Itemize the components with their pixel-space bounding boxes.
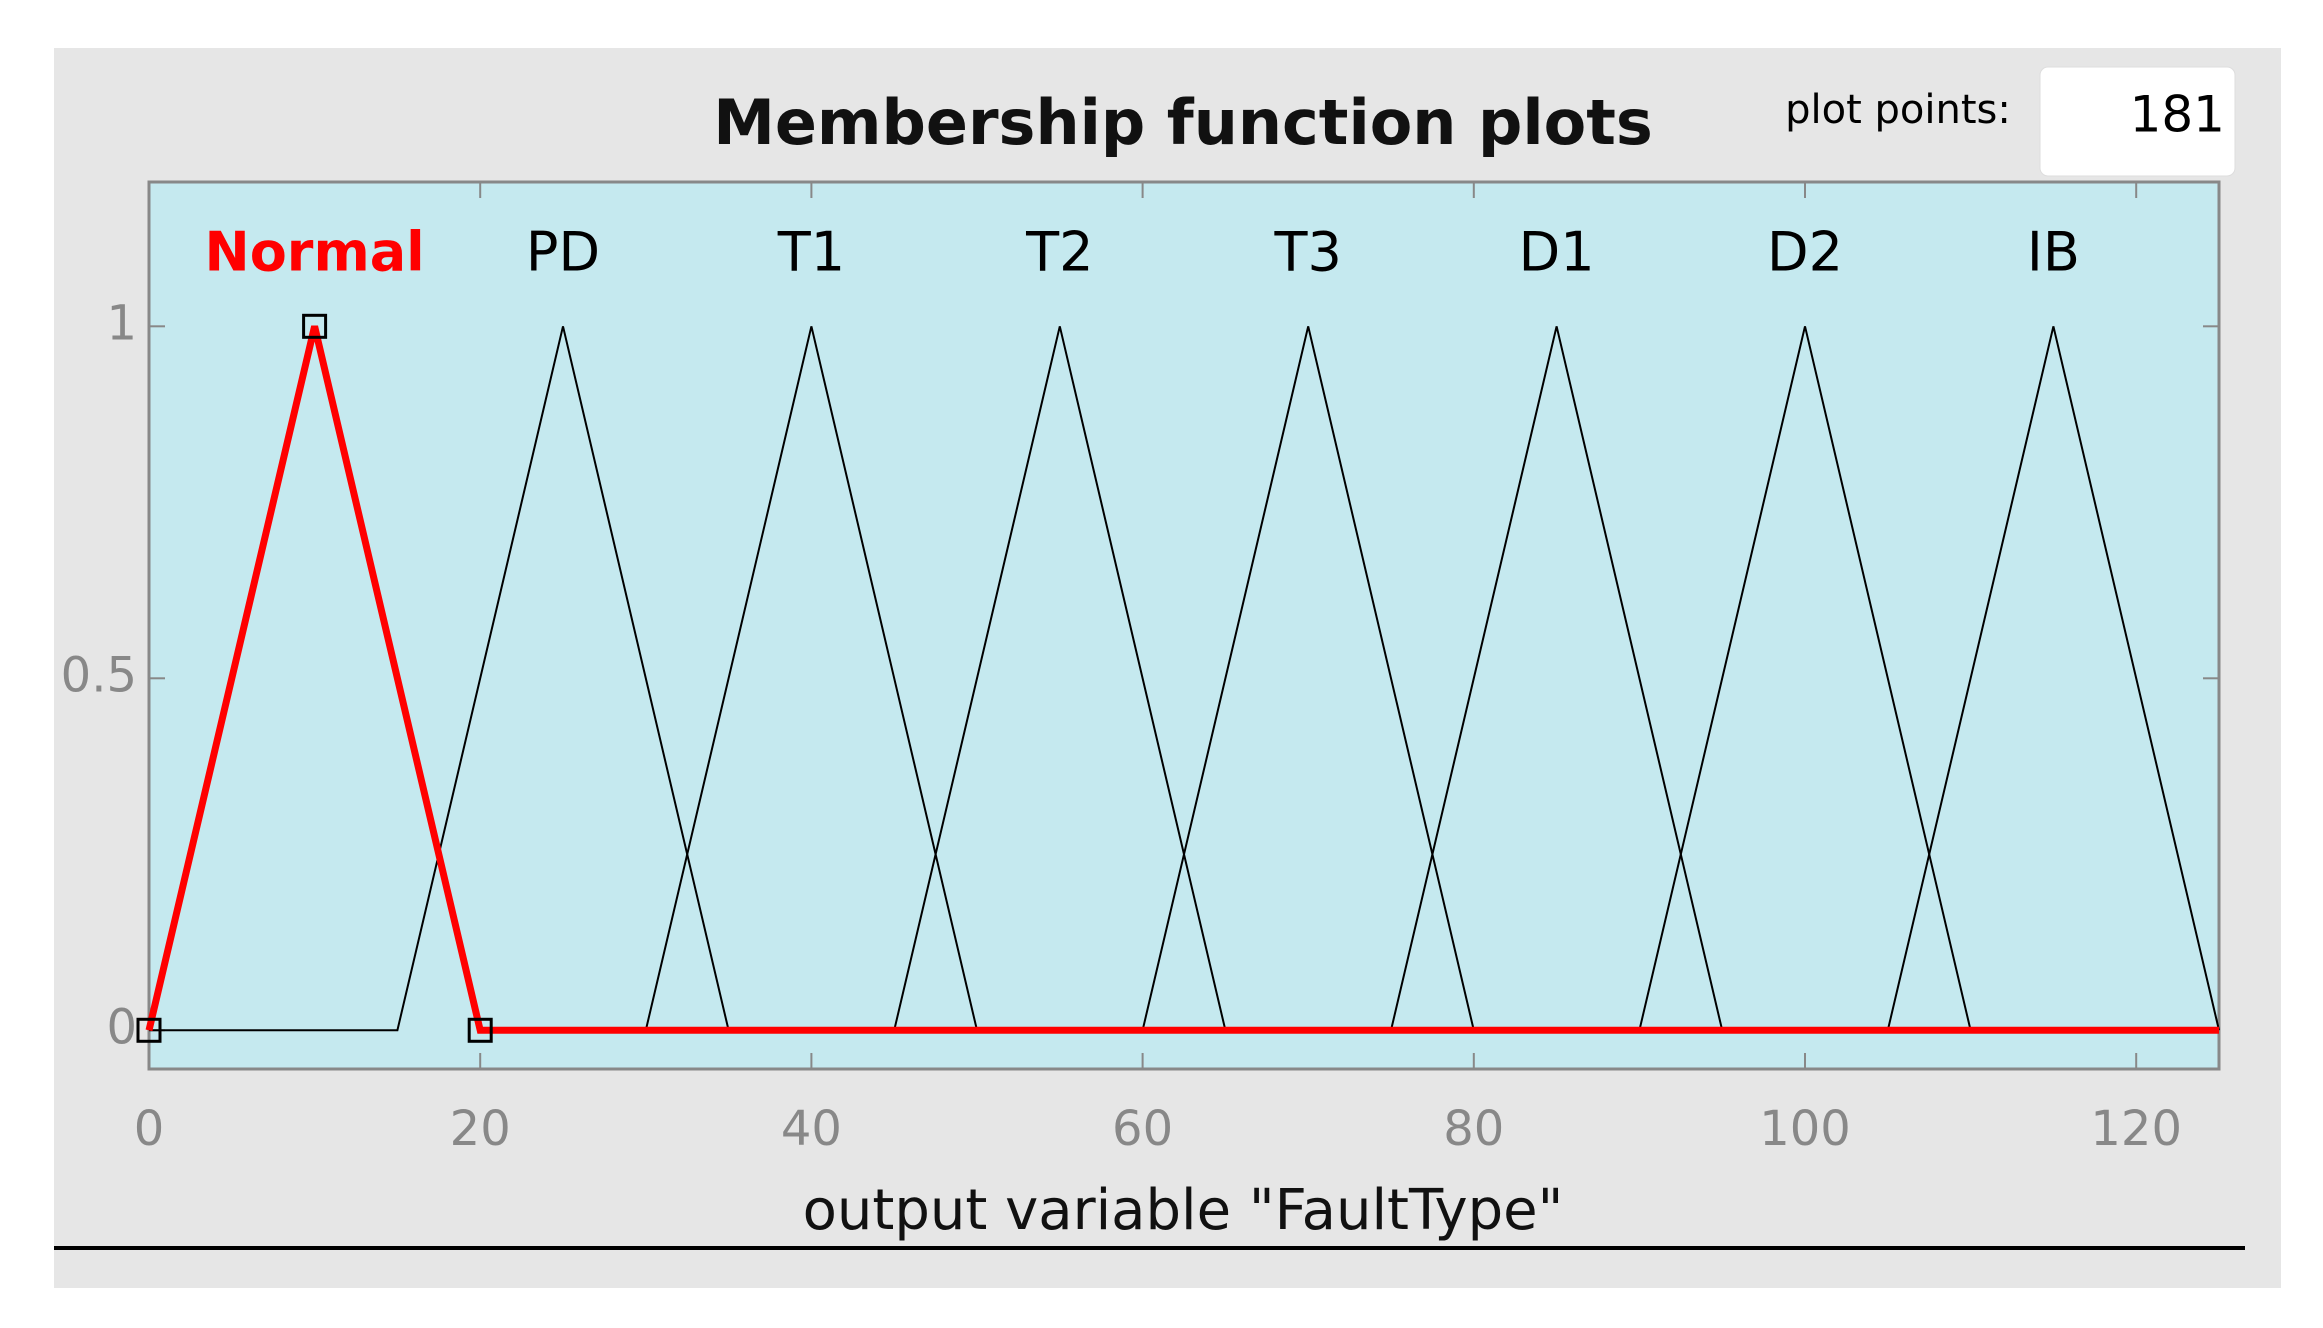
x-tick-label: 80: [1443, 1101, 1504, 1157]
mf-label: PD: [526, 221, 600, 284]
membership-line: [145, 325, 2219, 1034]
vertex-handle: [136, 1017, 162, 1043]
plot-points-input[interactable]: [2039, 66, 2236, 177]
membership-line: [1886, 326, 2220, 1031]
y-tick-label: 0: [106, 999, 137, 1055]
y-tick-label: 1: [106, 295, 137, 351]
plot: 0 20 40 60 80 100 120 0 0.5 1 PD T1 T2 T3 D1 D2 IB Normal: [61, 182, 2220, 1157]
mf-label: Normal: [205, 221, 425, 284]
mf-label: IB: [2027, 221, 2080, 284]
membership-line: [1390, 326, 1724, 1031]
x-tick-label: 120: [2090, 1101, 2182, 1157]
membership-line: [149, 326, 730, 1032]
mf-label: T2: [1025, 221, 1093, 284]
plot-area: [147, 180, 2221, 1071]
x-axis-label: output variable "FaultType": [803, 1178, 1564, 1243]
x-tick-label: 0: [134, 1101, 165, 1157]
plot-points-label: plot points:: [1785, 87, 2011, 133]
membership-line: [1638, 326, 1972, 1031]
mf-label: T3: [1274, 221, 1342, 284]
mf-label: T1: [777, 221, 845, 284]
mf-label: D1: [1519, 221, 1595, 284]
x-tick-label: 20: [450, 1101, 511, 1157]
vertex-handle: [302, 313, 328, 339]
membership-line: [1141, 326, 1475, 1031]
x-tick-label: 100: [1759, 1101, 1851, 1157]
panel-title: Membership function plots: [713, 86, 1653, 159]
x-tick-label: 60: [1112, 1101, 1173, 1157]
mf-label: D2: [1767, 221, 1843, 284]
plot-points-value[interactable]: 181: [2130, 86, 2225, 144]
x-tick-label: 40: [781, 1101, 842, 1157]
y-tick-label: 0.5: [61, 647, 137, 703]
vertex-handle: [467, 1017, 493, 1043]
membership-line: [893, 326, 1227, 1031]
membership-line: [644, 326, 978, 1031]
